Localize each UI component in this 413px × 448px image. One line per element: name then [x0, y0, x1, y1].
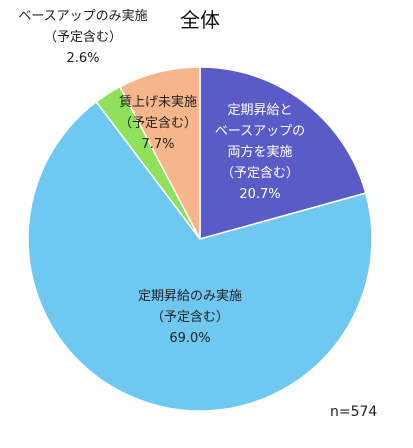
- slice-label-both: 定期昇給と ベースアップの 両方を実施 （予定含む） 20.7%: [214, 103, 306, 202]
- chart-title: 全体: [180, 8, 220, 32]
- slice-both: [199, 66, 367, 240]
- slice-label-baseup-only: ベースアップのみ実施 （予定含む） 2.6%: [18, 9, 148, 66]
- sample-size-note: n=574: [330, 404, 378, 420]
- slice-regular-only: [27, 100, 373, 412]
- slice-label-not-implemented: 賃上げ未実施 （予定含む） 7.7%: [118, 95, 197, 152]
- slice-not-implemented: [118, 66, 201, 240]
- slice-label-regular-only: 定期昇給のみ実施 （予定含む） 69.0%: [137, 289, 242, 346]
